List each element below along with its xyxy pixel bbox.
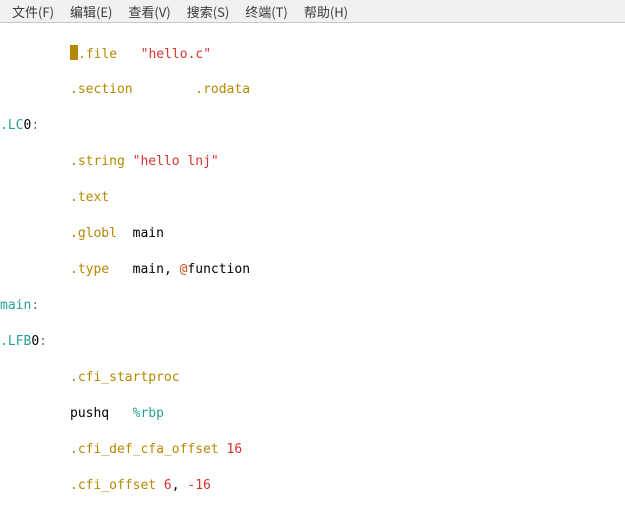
string-literal: "hello lnj" <box>133 154 219 169</box>
menu-help[interactable]: 帮助(H) <box>296 2 356 21</box>
number: 6 <box>164 478 172 493</box>
menu-terminal[interactable]: 终端(T) <box>237 2 296 21</box>
symbol: main <box>133 226 164 241</box>
directive: .section <box>70 82 133 97</box>
directive: .string <box>70 154 125 169</box>
editor-area[interactable]: .file "hello.c" .section .rodata .LC0: .… <box>0 23 625 508</box>
menu-search[interactable]: 搜索(S) <box>179 2 238 21</box>
menu-view[interactable]: 查看(V) <box>120 2 178 21</box>
number: 16 <box>227 442 243 457</box>
symbol: main <box>133 262 164 277</box>
register: %rbp <box>133 406 164 421</box>
menubar: 文件(F) 编辑(E) 查看(V) 搜索(S) 终端(T) 帮助(H) <box>0 0 625 23</box>
directive: .globl <box>70 226 117 241</box>
directive: .text <box>70 190 109 205</box>
number: -16 <box>187 478 210 493</box>
directive: .file <box>78 47 117 62</box>
string-literal: "hello.c" <box>141 47 211 62</box>
directive: .cfi_offset <box>70 478 156 493</box>
opcode: pushq <box>70 406 109 421</box>
directive: .cfi_def_cfa_offset <box>70 442 219 457</box>
directive: .type <box>70 262 109 277</box>
menu-file[interactable]: 文件(F) <box>4 2 62 21</box>
label: .LC <box>0 118 23 133</box>
label: .LFB <box>0 334 31 349</box>
cursor <box>70 45 78 60</box>
arg: .rodata <box>195 82 250 97</box>
directive: .cfi_startproc <box>70 370 180 385</box>
label: main <box>0 298 31 313</box>
menu-edit[interactable]: 编辑(E) <box>62 2 120 21</box>
